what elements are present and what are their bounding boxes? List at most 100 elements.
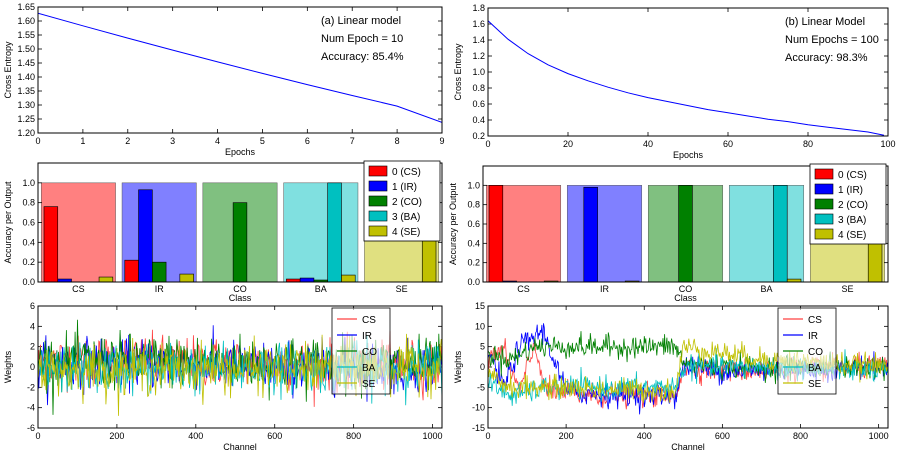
bar <box>138 189 153 283</box>
y-tick-label: 1.0 <box>467 180 480 190</box>
legend-label: CO <box>362 347 377 358</box>
chart-f: 0 200 400 600 800 1000 -15 -10 -5 0 5 10 15 Weights Ch… <box>453 301 889 452</box>
x-tick-label: 1 <box>80 136 85 146</box>
x-tick-label: 9 <box>439 136 444 146</box>
legend-swatch <box>368 210 388 222</box>
y-tick-label: 0.6 <box>472 99 485 109</box>
series-line-loss <box>488 20 885 136</box>
y-tick-label: 0.2 <box>467 258 480 268</box>
bar <box>488 185 504 283</box>
y-tick-label: -2 <box>27 382 35 392</box>
legend-label: 1 (IR) <box>392 182 417 193</box>
y-tick-label: -4 <box>27 403 35 413</box>
legend-label: CO <box>808 347 823 358</box>
y-tick-label: 1.50 <box>17 44 35 54</box>
legend-label: CS <box>362 315 376 326</box>
chart-b: 0 20 40 60 80 100 0.2 0.4 0.6 0.8 1.0 1.2 1.4 1.6 1.8 C… <box>453 3 896 160</box>
series-group <box>488 20 885 136</box>
series-line-loss <box>38 12 442 123</box>
x-tick-label: 600 <box>715 431 730 441</box>
x-tick-label: 3 <box>170 136 175 146</box>
y-tick-label: 0 <box>30 362 35 372</box>
y-tick-label: 1.65 <box>17 2 35 12</box>
y-tick-label: 1.25 <box>17 114 35 124</box>
x-axis-label: Channel <box>223 442 257 452</box>
x-tick-label: CO <box>679 284 693 294</box>
y-tick-label: 1.8 <box>472 3 485 13</box>
y-axis-label: Weights <box>3 350 13 383</box>
y-tick-label: 0.4 <box>472 115 485 125</box>
bar <box>43 206 59 283</box>
series-group <box>38 12 442 123</box>
x-tick-label: SE <box>841 284 853 294</box>
x-tick-label: CS <box>517 284 530 294</box>
legend-label: BA <box>808 363 822 374</box>
legend-label: 0 (CS) <box>392 167 421 178</box>
y-tick-label: 0.4 <box>22 237 35 247</box>
legend-label: CS <box>808 315 822 326</box>
x-tick-label: 6 <box>305 136 310 146</box>
x-tick-label: 80 <box>803 139 813 149</box>
chart-d: 0.0 0.2 0.4 0.6 0.8 1.0 CS IR CO BA SE Accuracy per… <box>448 163 889 303</box>
x-tick-label: IR <box>600 284 610 294</box>
x-tick-label: 400 <box>637 431 652 441</box>
bar <box>299 277 315 283</box>
annotation-line: Accuracy: 98.3% <box>785 52 868 64</box>
y-axis-label: Weights <box>453 350 463 383</box>
y-tick-label: 0.4 <box>467 238 480 248</box>
x-tick-label: 2 <box>125 136 130 146</box>
y-tick-label: 0.6 <box>467 219 480 229</box>
y-tick-label: 6 <box>30 301 35 311</box>
y-tick-label: -6 <box>27 423 35 433</box>
plot-frame <box>487 305 889 429</box>
bar <box>179 273 194 283</box>
x-tick-label: BA <box>760 284 772 294</box>
x-tick-label: BA <box>315 284 327 294</box>
y-tick-label: 1.45 <box>17 58 35 68</box>
x-axis-label: Epochs <box>673 150 704 160</box>
x-tick-label: IR <box>155 284 165 294</box>
x-tick-label: 400 <box>188 431 203 441</box>
plot-frame <box>487 7 889 137</box>
plot-frame <box>482 165 889 283</box>
x-tick-label: SE <box>396 284 408 294</box>
x-axis-label: Epochs <box>225 147 256 157</box>
x-tick-label: 0 <box>35 431 40 441</box>
y-tick-label: 0 <box>480 362 485 372</box>
x-tick-label: 1000 <box>869 431 889 441</box>
annotation-line: Num Epoch = 10 <box>321 33 403 45</box>
y-tick-label: 15 <box>475 301 485 311</box>
bar <box>98 276 114 283</box>
bar <box>327 182 342 283</box>
x-tick-label: 0 <box>485 431 490 441</box>
legend-swatch <box>814 213 834 225</box>
y-tick-label: 0.8 <box>467 200 480 210</box>
legend-swatch <box>814 168 834 180</box>
y-tick-label: 1.0 <box>472 67 485 77</box>
plot-frame <box>37 6 443 134</box>
class-block-BA <box>283 182 359 283</box>
legend-label: SE <box>808 379 822 390</box>
plot-frame <box>37 162 443 283</box>
x-tick-label: 800 <box>346 431 361 441</box>
y-tick-label: 1.20 <box>17 128 35 138</box>
bar <box>583 186 598 283</box>
legend-label: 0 (CS) <box>838 170 867 181</box>
y-tick-label: 0.2 <box>22 257 35 267</box>
y-tick-label: 1.60 <box>17 16 35 26</box>
annotation-line: Accuracy: 85.4% <box>321 51 404 63</box>
bar <box>152 261 167 283</box>
x-tick-label: 5 <box>260 136 265 146</box>
bar <box>232 202 248 283</box>
x-tick-label: 100 <box>880 139 895 149</box>
y-tick-label: 0.0 <box>467 277 480 287</box>
y-tick-label: 10 <box>475 321 485 331</box>
y-tick-label: 4 <box>30 321 35 331</box>
y-axis-label: Accuracy per Output <box>448 182 458 265</box>
x-tick-label: 200 <box>109 431 124 441</box>
y-tick-label: 1.6 <box>472 19 485 29</box>
class-block-BA <box>728 185 805 283</box>
y-axis-label: Cross Entropy <box>3 41 13 99</box>
y-axis-label: Cross Entropy <box>453 43 463 101</box>
x-tick-label: 200 <box>559 431 574 441</box>
